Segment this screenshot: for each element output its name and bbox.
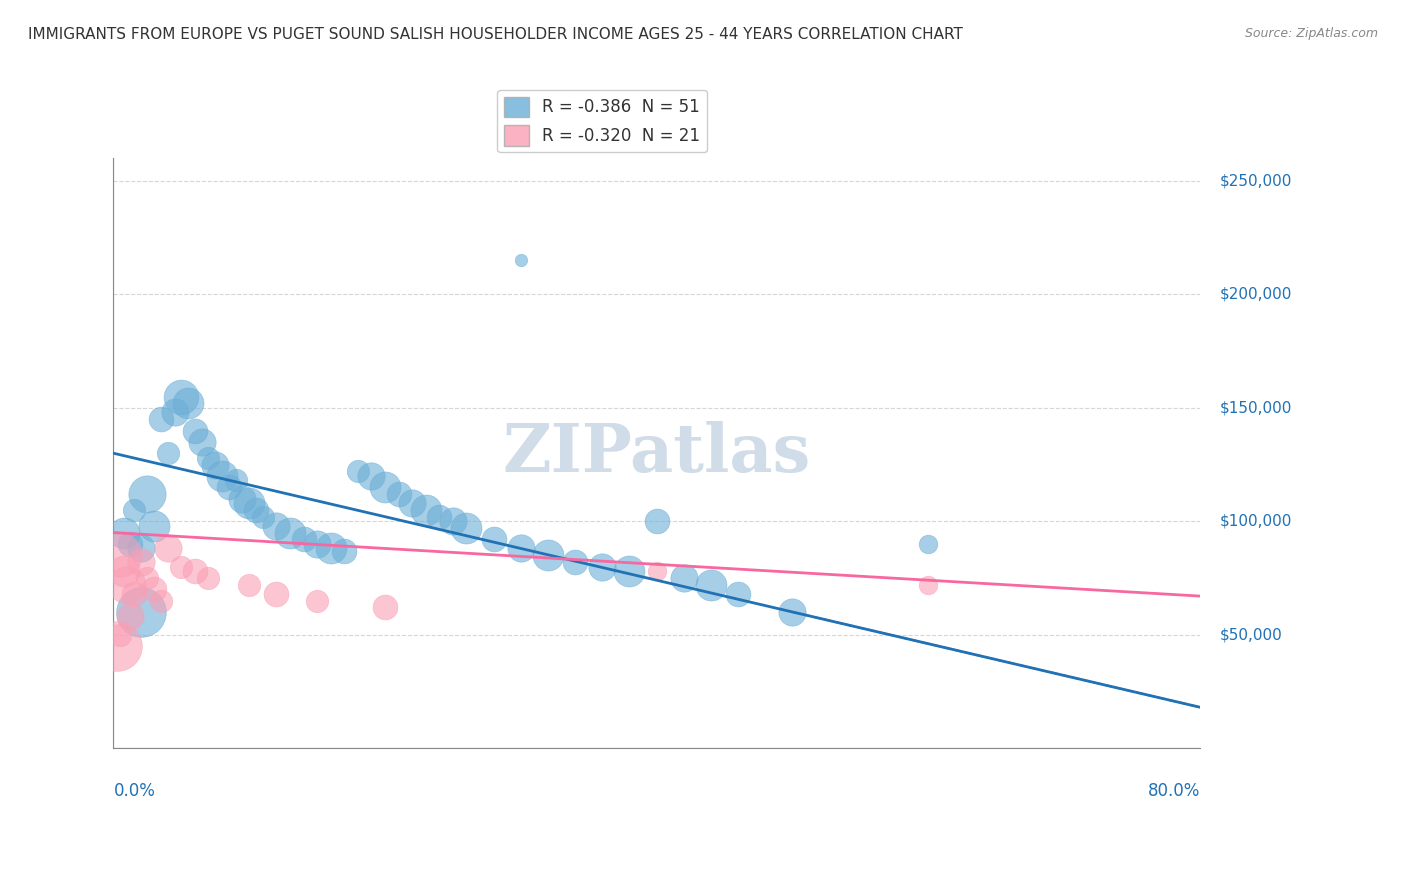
Text: $200,000: $200,000: [1220, 287, 1292, 302]
Text: 80.0%: 80.0%: [1147, 782, 1199, 800]
Point: [360, 469, 382, 483]
Text: 0.0%: 0.0%: [114, 782, 155, 800]
Point: [238, 578, 260, 592]
Point: [112, 564, 135, 578]
Point: [163, 405, 186, 419]
Point: [170, 559, 193, 574]
Point: [319, 541, 342, 556]
Point: [108, 627, 131, 641]
Point: [591, 559, 613, 574]
Point: [115, 578, 138, 592]
Text: Source: ZipAtlas.com: Source: ZipAtlas.com: [1244, 27, 1378, 40]
Point: [509, 541, 531, 556]
Point: [122, 503, 145, 517]
Legend: R = -0.386  N = 51, R = -0.320  N = 21: R = -0.386 N = 51, R = -0.320 N = 21: [498, 90, 707, 153]
Point: [238, 496, 260, 510]
Point: [184, 564, 207, 578]
Point: [177, 396, 200, 410]
Point: [307, 593, 329, 607]
Point: [374, 480, 396, 494]
Point: [143, 582, 166, 597]
Text: IMMIGRANTS FROM EUROPE VS PUGET SOUND SALISH HOUSEHOLDER INCOME AGES 25 - 44 YEA: IMMIGRANTS FROM EUROPE VS PUGET SOUND SA…: [28, 27, 963, 42]
Point: [645, 514, 668, 528]
Point: [415, 503, 437, 517]
Text: $100,000: $100,000: [1220, 514, 1292, 529]
Text: $150,000: $150,000: [1220, 401, 1292, 416]
Point: [252, 509, 274, 524]
Point: [204, 458, 226, 472]
Point: [292, 533, 315, 547]
Point: [225, 474, 247, 488]
Point: [427, 509, 450, 524]
Point: [129, 605, 152, 619]
Point: [136, 571, 159, 585]
Point: [149, 412, 172, 426]
Point: [156, 446, 179, 460]
Point: [278, 525, 301, 540]
Point: [619, 564, 641, 578]
Point: [333, 543, 356, 558]
Point: [347, 464, 370, 478]
Point: [211, 469, 233, 483]
Point: [374, 600, 396, 615]
Point: [266, 518, 288, 533]
Point: [672, 571, 695, 585]
Point: [190, 434, 212, 449]
Point: [184, 424, 207, 438]
Point: [564, 555, 586, 569]
Point: [197, 571, 219, 585]
Point: [112, 525, 135, 540]
Point: [727, 587, 749, 601]
Text: $250,000: $250,000: [1220, 174, 1292, 188]
Point: [197, 450, 219, 465]
Point: [782, 605, 804, 619]
Point: [245, 503, 267, 517]
Point: [509, 253, 531, 268]
Point: [482, 533, 505, 547]
Point: [136, 487, 159, 501]
Point: [107, 639, 129, 653]
Point: [129, 555, 152, 569]
Point: [917, 537, 939, 551]
Point: [700, 578, 723, 592]
Point: [143, 518, 166, 533]
Point: [645, 564, 668, 578]
Point: [156, 541, 179, 556]
Text: ZIPatlas: ZIPatlas: [502, 421, 811, 486]
Point: [108, 548, 131, 562]
Point: [456, 521, 478, 535]
Point: [218, 480, 240, 494]
Point: [266, 587, 288, 601]
Point: [401, 496, 423, 510]
Point: [387, 487, 409, 501]
Point: [441, 514, 464, 528]
Point: [149, 593, 172, 607]
Point: [122, 587, 145, 601]
Point: [537, 548, 560, 562]
Point: [231, 491, 253, 506]
Point: [307, 537, 329, 551]
Point: [118, 609, 141, 624]
Point: [118, 537, 141, 551]
Point: [917, 578, 939, 592]
Point: [170, 390, 193, 404]
Point: [129, 541, 152, 556]
Text: $50,000: $50,000: [1220, 627, 1282, 642]
